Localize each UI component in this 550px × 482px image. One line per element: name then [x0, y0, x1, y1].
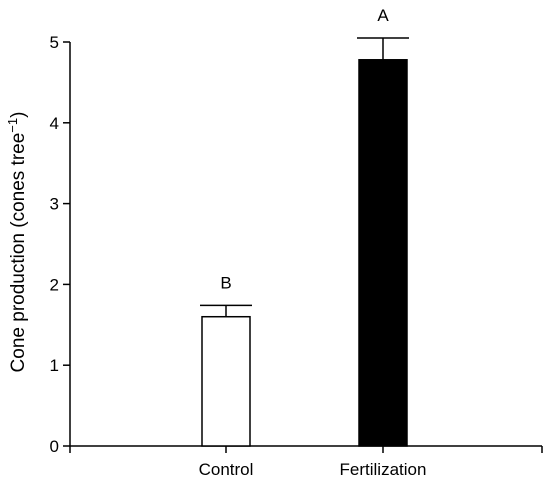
y-tick-label: 3 [50, 195, 59, 214]
y-axis-title-superscript: −1 [5, 118, 20, 133]
y-axis-title: Cone production (cones tree−1) [5, 112, 29, 373]
bar-control [201, 315, 251, 447]
bars: BA [200, 6, 409, 447]
x-tick-label: Control [199, 460, 254, 479]
y-axis-title-close: ) [8, 112, 29, 118]
bar-fertilization [358, 59, 408, 447]
x-tick-label: Fertilization [340, 460, 427, 479]
y-tick-label: 4 [50, 114, 59, 133]
y-axis: 0 1 2 3 4 5 [50, 33, 71, 456]
significance-label: B [220, 273, 231, 292]
y-tick-label: 2 [50, 275, 59, 294]
significance-label: A [377, 6, 389, 25]
y-tick-label: 1 [50, 356, 59, 375]
y-tick-label: 5 [50, 33, 59, 52]
x-axis: Control Fertilization [69, 445, 543, 479]
y-axis-title-main: Cone production (cones tree [8, 133, 29, 373]
y-tick-label: 0 [50, 437, 59, 456]
